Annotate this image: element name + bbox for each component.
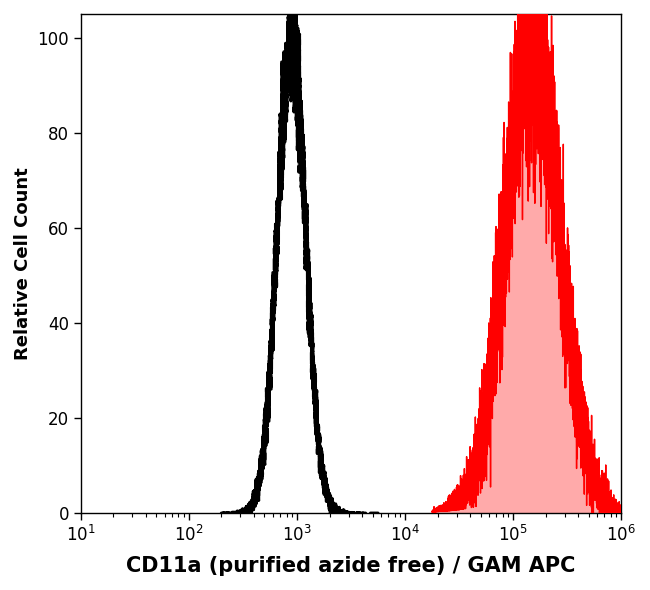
Y-axis label: Relative Cell Count: Relative Cell Count [14, 167, 32, 360]
X-axis label: CD11a (purified azide free) / GAM APC: CD11a (purified azide free) / GAM APC [126, 556, 576, 576]
